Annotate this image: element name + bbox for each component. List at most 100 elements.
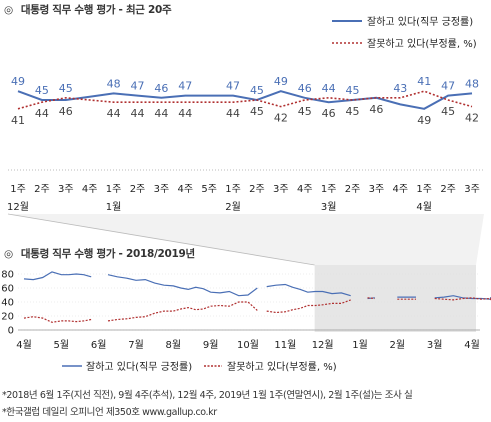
top-disapprove-label: 46 [369,103,383,116]
top-disapprove-label: 42 [274,112,288,125]
top-approve-label: 47 [178,80,192,93]
top-disapprove-label: 44 [107,107,121,120]
top-approve-label: 41 [417,75,431,88]
top-approve-label: 47 [130,80,144,93]
top-disapprove-label: 44 [130,107,144,120]
bottom-approve-line [266,283,351,297]
top-approve-label: 45 [59,82,73,95]
top-week-tick-label: 2주 [440,184,456,195]
top-week-tick-label: 1주 [10,184,26,195]
top-chart-title: ◎ 대통령 직무 수행 평가 - 최근 20주 [4,2,172,17]
top-approve-label: 43 [393,82,407,95]
top-disapprove-label: 44 [154,107,168,120]
top-month-tick-label: 3월 [321,201,337,213]
bottom-month-tick-label: 12월 [312,339,334,351]
top-approve-label: 47 [441,80,455,93]
title-bullet-icon: ◎ [4,248,13,260]
top-disapprove-label: 45 [441,105,455,118]
bottom-month-tick-label: 4월 [464,339,480,351]
bottom-month-tick-label: 11월 [274,339,296,351]
top-approve-label: 49 [274,75,288,88]
bottom-disapprove-line [367,297,375,300]
bottom-y-tick-label: 60 [1,284,14,295]
top-disapprove-label: 45 [346,105,360,118]
bottom-month-tick-label: 7월 [128,339,144,351]
top-approve-label: 44 [322,82,336,95]
bottom-approve-line [107,274,258,297]
top-disapprove-label: 44 [226,107,240,120]
top-chart-title-text: 대통령 직무 수행 평가 - 최근 20주 [20,4,172,16]
bottom-month-tick-label: 3월 [427,339,443,351]
top-disapprove-label: 41 [11,114,25,127]
bottom-disapprove-line [266,299,351,314]
top-week-tick-label: 3주 [154,184,170,195]
bottom-month-tick-label: 4월 [16,339,32,351]
top-disapprove-label: 44 [178,107,192,120]
top-approve-label: 49 [11,75,25,88]
top-disapprove-label: 45 [250,105,264,118]
top-week-tick-label: 5주 [201,184,217,195]
bottom-legend-approve-label: 잘하고 있다(직무 긍정률) [86,360,192,373]
bottom-y-tick-label: 80 [1,270,14,281]
footnote-source: *한국갤럽 데일리 오피니언 제350호 www.gallup.co.kr [2,407,217,418]
top-week-tick-label: 4주 [82,184,98,195]
top-week-tick-label: 1주 [106,184,122,195]
top-approve-label: 46 [298,82,312,95]
bottom-month-tick-label: 6월 [91,339,107,351]
top-week-tick-label: 4주 [393,184,409,195]
bottom-legend-disapprove-label: 잘못하고 있다(부정률, %) [227,360,337,373]
top-approve-line [17,90,473,110]
title-bullet-icon: ◎ [4,4,13,16]
bottom-chart-title: ◎ 대통령 직무 수행 평가 - 2018/2019년 [4,246,195,261]
top-approve-label: 45 [35,84,49,97]
top-disapprove-label: 49 [417,114,431,127]
top-week-tick-label: 2주 [130,184,146,195]
zoom-connector [8,214,484,265]
bottom-chart-title-text: 대통령 직무 수행 평가 - 2018/2019년 [20,248,195,260]
bottom-month-tick-label: 10월 [237,339,259,351]
top-approve-label: 47 [226,80,240,93]
top-approve-label: 45 [346,84,360,97]
top-disapprove-label: 45 [298,105,312,118]
top-approve-label: 48 [465,77,479,90]
bottom-month-tick-label: 1월 [352,339,368,351]
footnote-survey-gaps: *2018년 6월 1주(지선 직전), 9월 4주(추석), 12월 4주, … [2,390,413,401]
top-week-tick-label: 4주 [297,184,313,195]
recent-weeks-shade [314,265,476,332]
top-approve-label: 48 [107,77,121,90]
top-disapprove-label: 46 [322,107,336,120]
top-month-tick-label: 2월 [225,201,241,213]
top-week-tick-label: 2주 [249,184,265,195]
top-month-tick-label: 4월 [416,201,432,213]
top-legend-approve-label: 잘하고 있다(직무 긍정률) [367,15,473,28]
top-week-tick-label: 1주 [225,184,241,195]
bottom-month-tick-label: 9월 [203,339,219,351]
top-week-tick-label: 2주 [34,184,50,195]
top-week-tick-label: 4주 [177,184,193,195]
top-week-tick-label: 3주 [273,184,289,195]
top-approve-label: 46 [154,82,168,95]
top-week-tick-label: 3주 [464,184,480,195]
top-week-tick-label: 3주 [58,184,74,195]
bottom-month-tick-label: 5월 [54,339,70,351]
bottom-y-tick-label: 40 [1,298,14,309]
top-disapprove-line [17,90,473,110]
bottom-disapprove-line [23,316,92,323]
top-disapprove-label: 42 [465,112,479,125]
top-month-tick-label: 12월 [7,201,29,213]
bottom-y-tick-label: 20 [1,312,14,323]
top-week-tick-label: 3주 [369,184,385,195]
bottom-month-tick-label: 2월 [390,339,406,351]
top-legend-disapprove-label: 잘못하고 있다(부정률, %) [367,37,477,50]
top-disapprove-label: 44 [35,107,49,120]
bottom-y-tick-label: 0 [8,326,14,337]
top-approve-label: 45 [250,84,264,97]
top-disapprove-label: 46 [59,105,73,118]
top-week-tick-label: 1주 [321,184,337,195]
bottom-disapprove-line [107,301,258,322]
top-month-tick-label: 1월 [106,201,122,213]
top-week-tick-label: 1주 [416,184,432,195]
top-week-tick-label: 2주 [345,184,361,195]
bottom-approve-line [23,271,92,281]
